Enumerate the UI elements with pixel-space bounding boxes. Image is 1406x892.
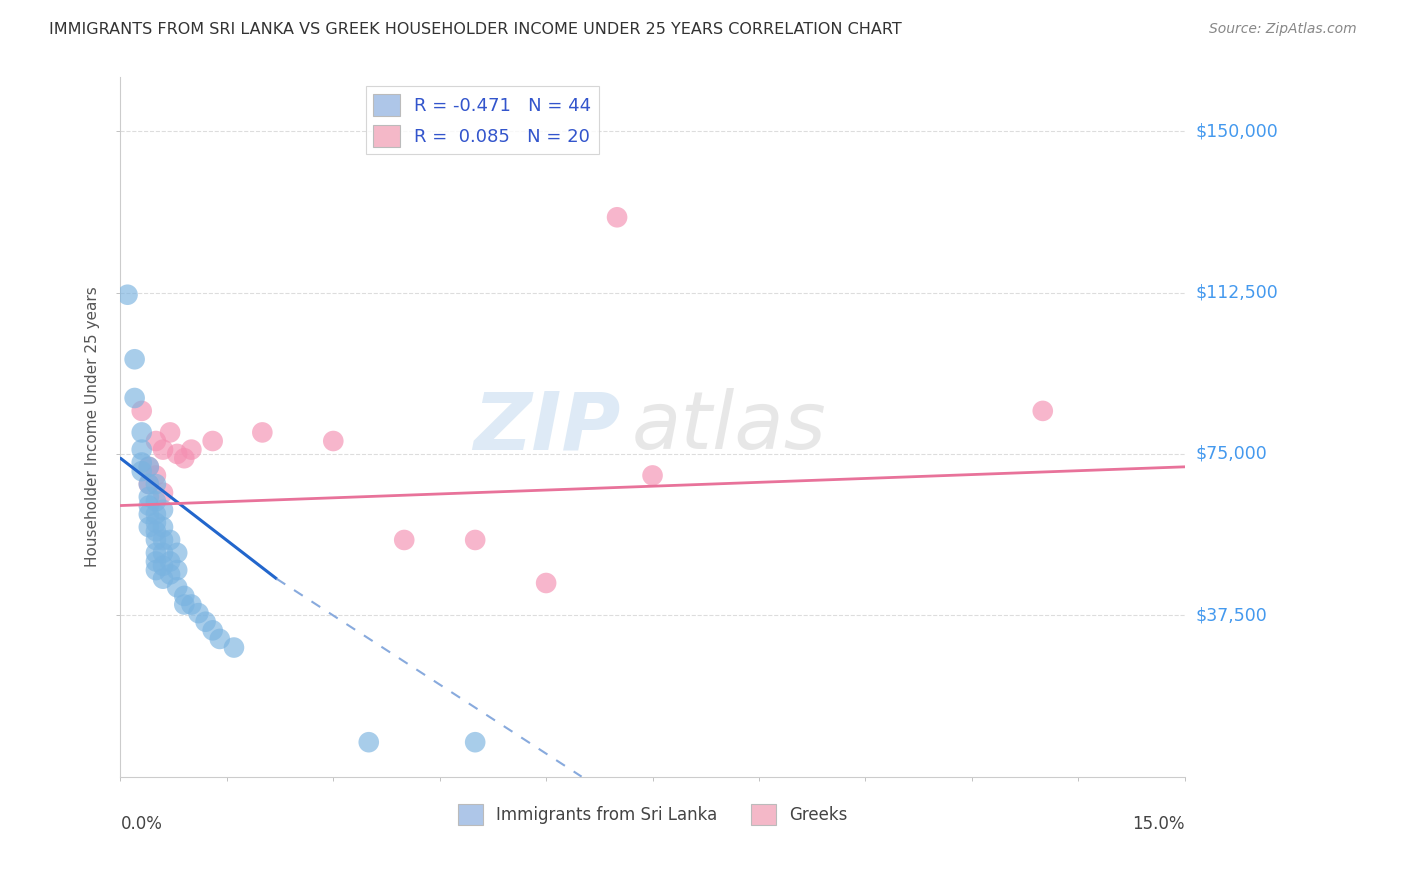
Point: [173, 598, 195, 612]
Text: $112,500: $112,500: [1195, 284, 1278, 301]
Point: [145, 477, 167, 491]
Point: [145, 563, 167, 577]
Point: [394, 533, 416, 547]
Point: [464, 735, 486, 749]
Point: [145, 516, 167, 530]
Text: IMMIGRANTS FROM SRI LANKA VS GREEK HOUSEHOLDER INCOME UNDER 25 YEARS CORRELATION: IMMIGRANTS FROM SRI LANKA VS GREEK HOUSE…: [49, 22, 903, 37]
Point: [138, 507, 160, 521]
Point: [145, 533, 167, 547]
Point: [131, 442, 153, 457]
Point: [201, 624, 224, 638]
Point: [152, 520, 174, 534]
Point: [166, 563, 188, 577]
Point: [145, 546, 167, 560]
Point: [138, 499, 160, 513]
Point: [131, 464, 153, 478]
Text: ZIP: ZIP: [474, 388, 620, 466]
Point: [201, 434, 224, 448]
Point: [131, 425, 153, 440]
Point: [152, 546, 174, 560]
Text: $75,000: $75,000: [1195, 445, 1268, 463]
Point: [322, 434, 344, 448]
Point: [159, 533, 181, 547]
Point: [124, 352, 146, 367]
Point: [194, 615, 217, 629]
Point: [131, 404, 153, 418]
Point: [152, 485, 174, 500]
Point: [152, 572, 174, 586]
Text: $37,500: $37,500: [1195, 607, 1268, 624]
Point: [131, 456, 153, 470]
Point: [180, 598, 202, 612]
Point: [138, 459, 160, 474]
Point: [173, 589, 195, 603]
Point: [152, 503, 174, 517]
Text: 15.0%: 15.0%: [1132, 815, 1185, 833]
Point: [138, 490, 160, 504]
Point: [357, 735, 380, 749]
Point: [145, 507, 167, 521]
Point: [166, 580, 188, 594]
Point: [166, 546, 188, 560]
Point: [187, 606, 209, 620]
Point: [606, 211, 628, 225]
Point: [152, 558, 174, 573]
Point: [208, 632, 231, 646]
Point: [138, 477, 160, 491]
Point: [159, 554, 181, 568]
Point: [252, 425, 274, 440]
Point: [152, 442, 174, 457]
Text: 0.0%: 0.0%: [121, 815, 162, 833]
Point: [159, 425, 181, 440]
Point: [138, 459, 160, 474]
Point: [1032, 404, 1054, 418]
Point: [138, 520, 160, 534]
Point: [145, 524, 167, 539]
Point: [145, 434, 167, 448]
Y-axis label: Householder Income Under 25 years: Householder Income Under 25 years: [86, 286, 100, 567]
Point: [641, 468, 664, 483]
Point: [180, 442, 202, 457]
Point: [534, 576, 557, 591]
Point: [124, 391, 146, 405]
Point: [166, 447, 188, 461]
Text: atlas: atlas: [631, 388, 825, 466]
Point: [145, 468, 167, 483]
Point: [145, 494, 167, 508]
Text: $150,000: $150,000: [1195, 122, 1278, 140]
Text: Source: ZipAtlas.com: Source: ZipAtlas.com: [1209, 22, 1357, 37]
Point: [159, 567, 181, 582]
Point: [145, 554, 167, 568]
Point: [222, 640, 245, 655]
Point: [152, 533, 174, 547]
Point: [138, 477, 160, 491]
Point: [117, 287, 139, 301]
Point: [464, 533, 486, 547]
Legend: Immigrants from Sri Lanka, Greeks: Immigrants from Sri Lanka, Greeks: [451, 797, 853, 831]
Point: [173, 451, 195, 466]
